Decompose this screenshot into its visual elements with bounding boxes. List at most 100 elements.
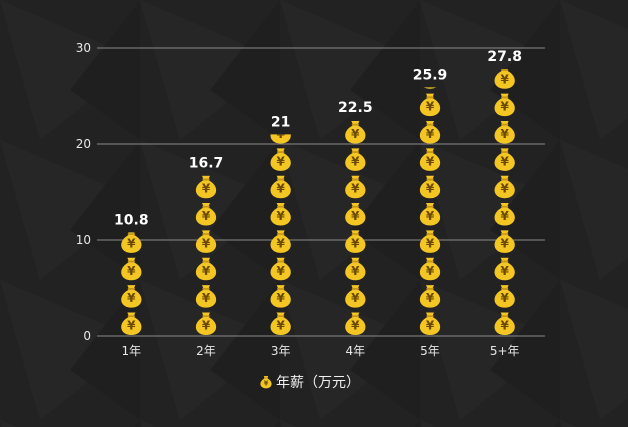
bar-symbol: ¥ [195, 257, 217, 281]
y-axis: 0 10 20 30 [76, 41, 91, 343]
money-bag-icon: ¥ [260, 375, 272, 389]
bar-symbol: ¥ [419, 203, 441, 226]
svg-text:¥: ¥ [426, 319, 435, 333]
bar-symbol: ¥ [345, 312, 366, 335]
bar-symbol: ¥ [419, 312, 441, 335]
bar-symbol: ¥ [195, 285, 217, 308]
svg-text:¥: ¥ [500, 182, 509, 196]
svg-text:¥: ¥ [500, 209, 509, 223]
bar-symbol: ¥ [494, 285, 515, 308]
bar-symbol: ¥ [345, 175, 366, 199]
svg-text:¥: ¥ [276, 127, 285, 141]
bar-symbol: ¥ [345, 257, 366, 281]
x-tick-label: 5年 [420, 344, 440, 358]
bar-symbol: ¥ [494, 203, 515, 226]
bar-symbol: ¥ [424, 87, 436, 89]
bar-symbol: ¥ [494, 312, 515, 335]
bar-symbol: ¥ [270, 285, 291, 308]
bar: ¥ ¥ ¥ ¥ ¥ ¥ ¥ ¥ [270, 127, 291, 335]
x-tick-label: 5+年 [490, 344, 520, 358]
bar-symbol: ¥ [195, 230, 217, 253]
bar-symbol: ¥ [195, 312, 217, 335]
bar-symbol: ¥ [494, 230, 515, 253]
svg-text:¥: ¥ [500, 154, 509, 168]
x-tick-label: 4年 [346, 344, 366, 358]
svg-text:¥: ¥ [127, 291, 136, 305]
bar-symbol: ¥ [494, 93, 515, 117]
data-label: 10.8 [114, 212, 149, 228]
bar-symbol: ¥ [345, 148, 366, 171]
x-tick-label: 1年 [122, 344, 142, 358]
svg-text:¥: ¥ [202, 291, 211, 305]
bar-symbol: ¥ [419, 175, 441, 199]
data-label: 27.8 [487, 49, 522, 65]
bar-symbol: ¥ [270, 175, 291, 199]
bar-symbol: ¥ [494, 148, 515, 171]
svg-text:¥: ¥ [127, 319, 136, 333]
bar-symbol: ¥ [270, 230, 291, 253]
svg-text:¥: ¥ [500, 127, 509, 141]
svg-text:¥: ¥ [202, 182, 211, 196]
svg-text:¥: ¥ [276, 182, 285, 196]
svg-text:¥: ¥ [426, 154, 435, 168]
x-axis: 1年 2年 3年 4年 5年 5+年 [122, 344, 520, 358]
bar-symbol: ¥ [419, 285, 441, 308]
svg-text:¥: ¥ [351, 264, 360, 278]
svg-text:¥: ¥ [276, 209, 285, 223]
data-label: 21 [271, 114, 290, 130]
data-label: 16.7 [189, 156, 224, 172]
bar-symbol: ¥ [345, 230, 366, 253]
bar-symbol: ¥ [270, 257, 291, 281]
bar-symbol: ¥ [345, 285, 366, 308]
svg-text:¥: ¥ [276, 154, 285, 168]
bar-symbol: ¥ [121, 285, 142, 308]
svg-text:¥: ¥ [276, 291, 285, 305]
bar-symbol: ¥ [270, 127, 291, 144]
grid [97, 47, 545, 337]
svg-text:¥: ¥ [500, 319, 509, 333]
y-tick-label: 10 [76, 233, 91, 247]
svg-text:¥: ¥ [351, 291, 360, 305]
data-labels: 10.8 16.7 21 22.5 25.9 27.8 [114, 49, 522, 228]
svg-text:¥: ¥ [426, 127, 435, 141]
legend-label: 年薪（万元） [276, 375, 360, 391]
svg-text:¥: ¥ [426, 209, 435, 223]
bar-symbol: ¥ [121, 257, 142, 281]
svg-text:¥: ¥ [426, 100, 435, 114]
bar-symbol: ¥ [494, 257, 515, 281]
bar-symbol: ¥ [345, 203, 366, 226]
bar-symbol: ¥ [419, 93, 441, 117]
svg-text:¥: ¥ [351, 127, 360, 141]
bar-symbol: ¥ [419, 230, 441, 253]
bar-symbol: ¥ [195, 175, 217, 199]
legend: ¥ 年薪（万元） [260, 375, 360, 391]
svg-text:¥: ¥ [426, 236, 435, 250]
svg-text:¥: ¥ [351, 236, 360, 250]
svg-text:¥: ¥ [276, 319, 285, 333]
svg-text:¥: ¥ [276, 264, 285, 278]
svg-text:¥: ¥ [127, 236, 136, 250]
bar-symbol: ¥ [270, 203, 291, 226]
bar-symbol: ¥ [419, 257, 441, 281]
svg-text:¥: ¥ [127, 264, 136, 278]
svg-text:¥: ¥ [500, 236, 509, 250]
svg-text:¥: ¥ [351, 209, 360, 223]
svg-text:¥: ¥ [202, 319, 211, 333]
bar-symbol: ¥ [419, 120, 441, 144]
bar-symbol: ¥ [494, 175, 515, 199]
bar-symbol: ¥ [494, 120, 515, 144]
svg-text:¥: ¥ [351, 154, 360, 168]
y-tick-label: 30 [76, 41, 91, 55]
svg-text:¥: ¥ [426, 182, 435, 196]
bar-symbol: ¥ [121, 232, 142, 253]
svg-text:¥: ¥ [202, 264, 211, 278]
svg-text:¥: ¥ [500, 264, 509, 278]
bar: ¥ ¥ ¥ ¥ [121, 232, 142, 335]
svg-text:¥: ¥ [276, 236, 285, 250]
svg-text:¥: ¥ [202, 209, 211, 223]
bar: ¥ ¥ ¥ ¥ ¥ ¥ [195, 175, 217, 335]
bar-symbol: ¥ [419, 148, 441, 171]
svg-text:¥: ¥ [264, 379, 269, 387]
